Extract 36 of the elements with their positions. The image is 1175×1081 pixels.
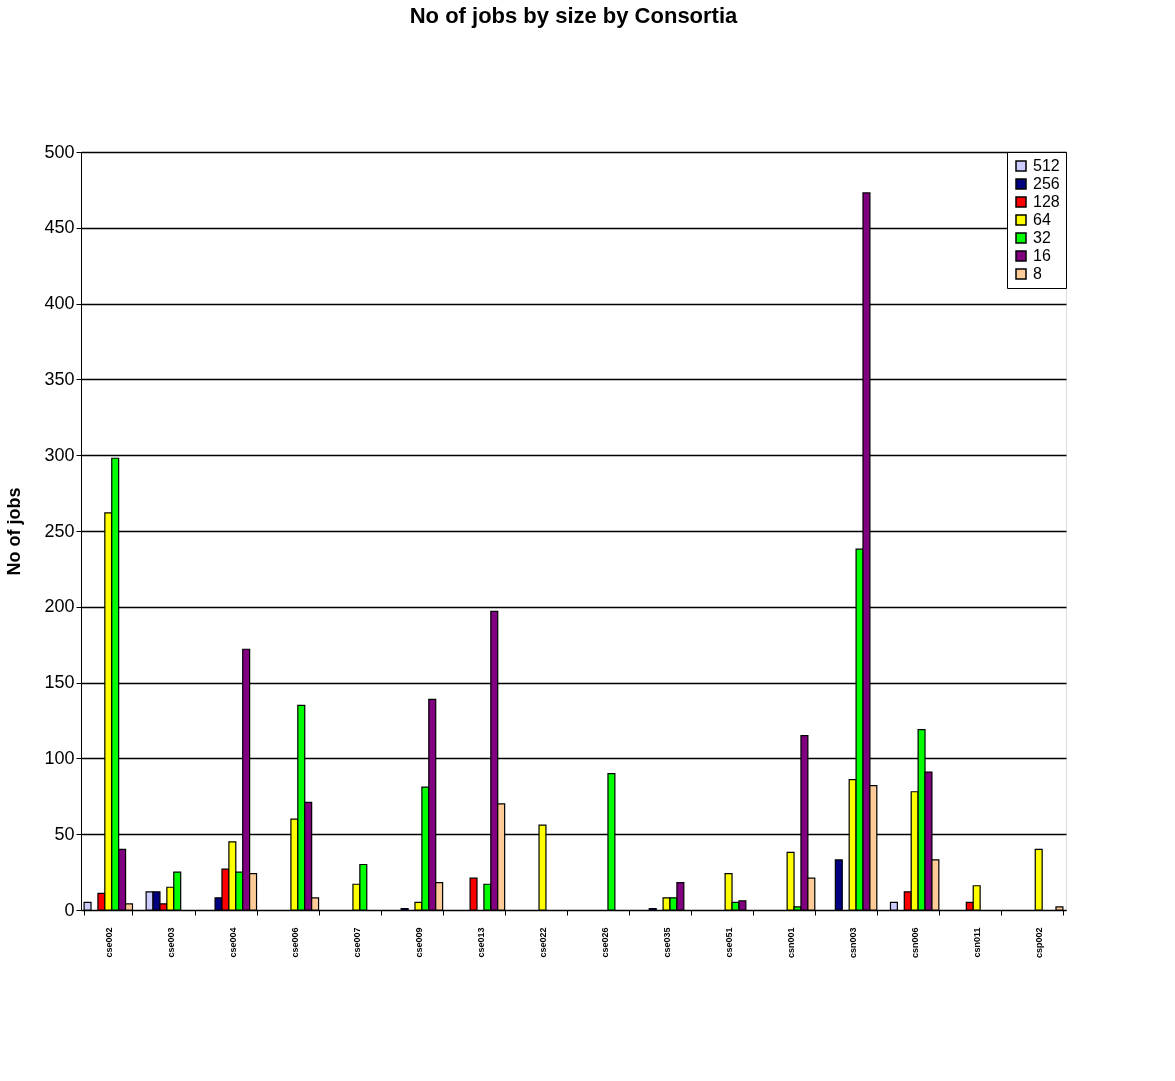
legend-label: 64 xyxy=(1033,211,1051,228)
chart-title: No of jobs by size by Consortia xyxy=(409,3,739,28)
y-axis-title: No of jobs xyxy=(4,487,25,576)
x-tick-label: cse022 xyxy=(537,927,548,958)
y-tick-label: 500 xyxy=(44,141,75,162)
x-tick-label: cse026 xyxy=(600,927,611,958)
legend-label: 8 xyxy=(1033,265,1042,282)
x-tick-label: csn001 xyxy=(786,927,797,959)
x-tick-label: cse035 xyxy=(662,927,673,958)
x-tick-label: csn011 xyxy=(972,927,983,958)
legend-label: 16 xyxy=(1033,247,1051,264)
x-tick-label: cse051 xyxy=(724,927,735,958)
y-tick-label: 100 xyxy=(44,747,75,768)
y-tick-label: 50 xyxy=(54,823,75,844)
y-tick-label: 350 xyxy=(44,368,75,389)
legend-label: 32 xyxy=(1033,229,1051,246)
legend-label: 256 xyxy=(1033,175,1060,192)
y-tick-label: 450 xyxy=(44,217,75,238)
y-tick-label: 150 xyxy=(44,672,75,693)
x-tick-label: cse004 xyxy=(227,927,238,958)
y-tick-label: 200 xyxy=(44,596,75,617)
x-tick-label: cse007 xyxy=(351,927,362,958)
x-tick-label: cse002 xyxy=(103,927,114,958)
legend-label: 512 xyxy=(1033,157,1060,174)
y-tick-label: 300 xyxy=(44,444,75,465)
y-tick-label: 250 xyxy=(44,520,75,541)
x-tick-label: csp002 xyxy=(1034,927,1045,959)
x-tick-label: cse013 xyxy=(475,927,486,958)
x-tick-label: csn006 xyxy=(910,927,921,959)
x-tick-label: cse009 xyxy=(413,927,424,958)
x-tick-label: cse003 xyxy=(165,927,176,958)
y-tick-label: 0 xyxy=(64,899,75,920)
x-tick-label: csn003 xyxy=(848,927,859,959)
x-tick-label: cse006 xyxy=(289,927,300,958)
y-tick-label: 400 xyxy=(44,293,75,314)
legend-label: 128 xyxy=(1033,193,1060,210)
